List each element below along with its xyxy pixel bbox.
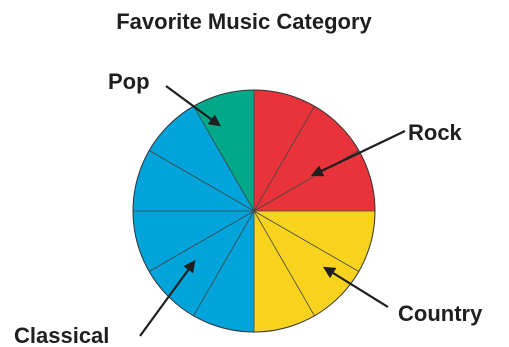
label-arrows [139,85,406,337]
unit-divider [253,106,315,212]
pie-slices [133,90,375,332]
arrow-classical [139,260,196,337]
pie-slice-rock [254,90,375,211]
slice-label-classical: Classical [14,323,109,347]
slice-label-rock: Rock [408,120,463,145]
arrow-rock [310,130,406,177]
slice-label-pop: Pop [108,69,150,94]
arrow-pop [165,85,221,127]
slice-boundary [193,106,255,212]
slice-label-country: Country [398,301,483,326]
unit-divider [149,150,255,212]
unit-divider [253,210,315,316]
pie-slice-country [254,211,375,332]
unit-divider [193,210,255,316]
arrow-country [322,266,389,308]
unit-divider [149,210,255,272]
unit-divider [253,210,359,272]
pie-slice-classical [133,106,254,332]
pie-outline [132,89,376,333]
slice-dividers [133,90,375,332]
chart-title: Favorite Music Category [116,9,372,34]
